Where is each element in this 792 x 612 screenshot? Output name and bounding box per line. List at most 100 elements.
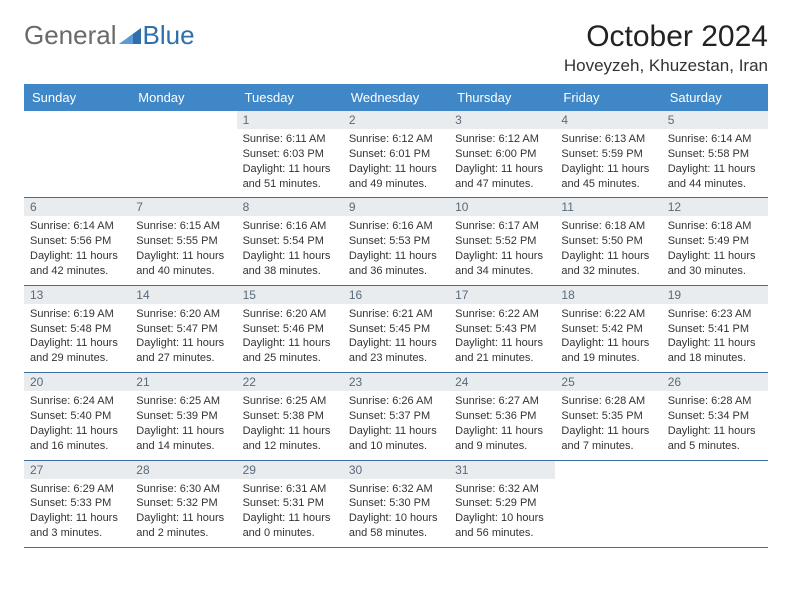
calendar-cell: 5Sunrise: 6:14 AMSunset: 5:58 PMDaylight… [662, 111, 768, 198]
calendar-cell: 19Sunrise: 6:23 AMSunset: 5:41 PMDayligh… [662, 285, 768, 372]
dow-monday: Monday [130, 84, 236, 111]
sunset-line: Sunset: 5:45 PM [349, 323, 430, 335]
calendar-cell: 21Sunrise: 6:25 AMSunset: 5:39 PMDayligh… [130, 373, 236, 460]
day-number: 17 [449, 286, 555, 304]
sunset-line: Sunset: 5:29 PM [455, 497, 536, 509]
daylight-line: Daylight: 11 hours and 49 minutes. [349, 163, 437, 190]
sunrise-line: Sunrise: 6:24 AM [30, 395, 114, 407]
sunset-line: Sunset: 5:30 PM [349, 497, 430, 509]
calendar-cell [555, 460, 661, 547]
day-number: 5 [662, 111, 768, 129]
calendar-cell: 1Sunrise: 6:11 AMSunset: 6:03 PMDaylight… [237, 111, 343, 198]
sunset-line: Sunset: 5:34 PM [668, 410, 749, 422]
sunset-line: Sunset: 5:49 PM [668, 235, 749, 247]
day-content: Sunrise: 6:18 AMSunset: 5:50 PMDaylight:… [555, 216, 661, 284]
sunrise-line: Sunrise: 6:29 AM [30, 483, 114, 495]
daylight-line: Daylight: 10 hours and 58 minutes. [349, 512, 438, 539]
calendar-week-row: 13 Sunrise: 6:19 AM Sunset: 5:48 PM Dayligh… [24, 285, 768, 372]
sunset-line: Sunset: 5:59 PM [561, 148, 642, 160]
day-number: 19 [662, 286, 768, 304]
calendar-week-row: 6Sunrise: 6:14 AMSunset: 5:56 PMDaylight… [24, 198, 768, 285]
day-number: 1 [237, 111, 343, 129]
day-number: 13 [24, 286, 130, 304]
calendar-cell: 22Sunrise: 6:25 AMSunset: 5:38 PMDayligh… [237, 373, 343, 460]
sunrise-line: Sunrise: 6:18 AM [561, 220, 645, 232]
day-number: 11 [555, 198, 661, 216]
day-number: 9 [343, 198, 449, 216]
day-content: Sunrise: 6:14 AMSunset: 5:56 PMDaylight:… [24, 216, 130, 284]
calendar-cell: 20Sunrise: 6:24 AMSunset: 5:40 PMDayligh… [24, 373, 130, 460]
dow-tuesday: Tuesday [237, 84, 343, 111]
daylight-line: Daylight: 11 hours and 29 minutes. [30, 337, 118, 364]
day-content: Sunrise: 6:12 AMSunset: 6:01 PMDaylight:… [343, 129, 449, 197]
sunrise-line: Sunrise: 6:19 AM [30, 308, 114, 320]
day-number: 6 [24, 198, 130, 216]
daylight-line: Daylight: 11 hours and 12 minutes. [243, 425, 331, 452]
calendar-cell: 29Sunrise: 6:31 AMSunset: 5:31 PMDayligh… [237, 460, 343, 547]
sunset-line: Sunset: 5:47 PM [136, 323, 217, 335]
day-number: 21 [130, 373, 236, 391]
logo-text-1: General [24, 20, 117, 51]
sunrise-line: Sunrise: 6:16 AM [243, 220, 327, 232]
day-content: Sunrise: 6:20 AMSunset: 5:47 PMDaylight:… [130, 304, 236, 372]
day-number: 30 [343, 461, 449, 479]
day-content: Sunrise: 6:16 AM Sunset: 5:53 PM Daylight:… [343, 216, 449, 284]
day-content: Sunrise: 6:12 AMSunset: 6:00 PMDaylight:… [449, 129, 555, 197]
sunrise-line: Sunrise: 6:25 AM [136, 395, 220, 407]
calendar-cell: 6Sunrise: 6:14 AMSunset: 5:56 PMDaylight… [24, 198, 130, 285]
calendar-header-row: Sunday Monday Tuesday Wednesday Thursday… [24, 84, 768, 111]
day-number: 24 [449, 373, 555, 391]
day-content: Sunrise: 6:32 AMSunset: 5:30 PMDaylight:… [343, 479, 449, 547]
day-content: Sunrise: 6:30 AMSunset: 5:32 PMDaylight:… [130, 479, 236, 547]
daylight-line: Daylight: 11 hours and 25 minutes. [243, 337, 331, 364]
title-block: October 2024 Hoveyzeh, Khuzestan, Iran [564, 20, 768, 76]
day-content: Sunrise: 6:21 AMSunset: 5:45 PMDaylight:… [343, 304, 449, 372]
day-number: 2 [343, 111, 449, 129]
daylight-line: Daylight: 11 hours and 7 minutes. [561, 425, 649, 452]
day-content: Sunrise: 6:28 AMSunset: 5:34 PMDaylight:… [662, 391, 768, 459]
logo-triangle-icon [119, 26, 141, 46]
day-number: 14 [130, 286, 236, 304]
day-number: 4 [555, 111, 661, 129]
day-number: 27 [24, 461, 130, 479]
sunset-line: Sunset: 5:36 PM [455, 410, 536, 422]
day-number: 7 [130, 198, 236, 216]
day-content: Sunrise: 6:26 AMSunset: 5:37 PMDaylight:… [343, 391, 449, 459]
daylight-line: Daylight: 11 hours and 44 minutes. [668, 163, 756, 190]
day-number: 31 [449, 461, 555, 479]
day-content: Sunrise: 6:20 AMSunset: 5:46 PMDaylight:… [237, 304, 343, 372]
calendar-cell: 12Sunrise: 6:18 AMSunset: 5:49 PMDayligh… [662, 198, 768, 285]
daylight-line: Daylight: 11 hours and 3 minutes. [30, 512, 118, 539]
day-content: Sunrise: 6:28 AMSunset: 5:35 PMDaylight:… [555, 391, 661, 459]
calendar-cell: 30Sunrise: 6:32 AMSunset: 5:30 PMDayligh… [343, 460, 449, 547]
daylight-line: Daylight: 11 hours and 0 minutes. [243, 512, 331, 539]
sunset-line: Sunset: 5:33 PM [30, 497, 111, 509]
header: General Blue October 2024 Hoveyzeh, Khuz… [24, 20, 768, 76]
calendar-cell: 28Sunrise: 6:30 AMSunset: 5:32 PMDayligh… [130, 460, 236, 547]
day-content: Sunrise: 6:15 AMSunset: 5:55 PMDaylight:… [130, 216, 236, 284]
sunrise-line: Sunrise: 6:30 AM [136, 483, 220, 495]
daylight-line: Daylight: 11 hours and 21 minutes. [455, 337, 543, 364]
sunset-line: Sunset: 5:48 PM [30, 323, 111, 335]
daylight-line: Daylight: 11 hours and 19 minutes. [561, 337, 649, 364]
day-number: 18 [555, 286, 661, 304]
sunrise-line: Sunrise: 6:22 AM [561, 308, 645, 320]
day-content: Sunrise: 6:14 AMSunset: 5:58 PMDaylight:… [662, 129, 768, 197]
sunrise-line: Sunrise: 6:16 AM [349, 220, 433, 232]
sunrise-line: Sunrise: 6:26 AM [349, 395, 433, 407]
calendar-cell: 17Sunrise: 6:22 AMSunset: 5:43 PMDayligh… [449, 285, 555, 372]
dow-sunday: Sunday [24, 84, 130, 111]
calendar-cell: 26Sunrise: 6:28 AMSunset: 5:34 PMDayligh… [662, 373, 768, 460]
sunrise-line: Sunrise: 6:11 AM [243, 133, 326, 145]
sunset-line: Sunset: 5:53 PM [349, 235, 430, 247]
sunrise-line: Sunrise: 6:12 AM [455, 133, 539, 145]
sunset-line: Sunset: 5:39 PM [136, 410, 217, 422]
daylight-line: Daylight: 11 hours and 51 minutes. [243, 163, 331, 190]
sunrise-line: Sunrise: 6:14 AM [30, 220, 114, 232]
daylight-line: Daylight: 11 hours and 47 minutes. [455, 163, 543, 190]
day-number: 25 [555, 373, 661, 391]
daylight-line: Daylight: 11 hours and 36 minutes. [349, 250, 437, 277]
sunset-line: Sunset: 5:50 PM [561, 235, 642, 247]
day-number: 29 [237, 461, 343, 479]
calendar-cell: 15Sunrise: 6:20 AMSunset: 5:46 PMDayligh… [237, 285, 343, 372]
